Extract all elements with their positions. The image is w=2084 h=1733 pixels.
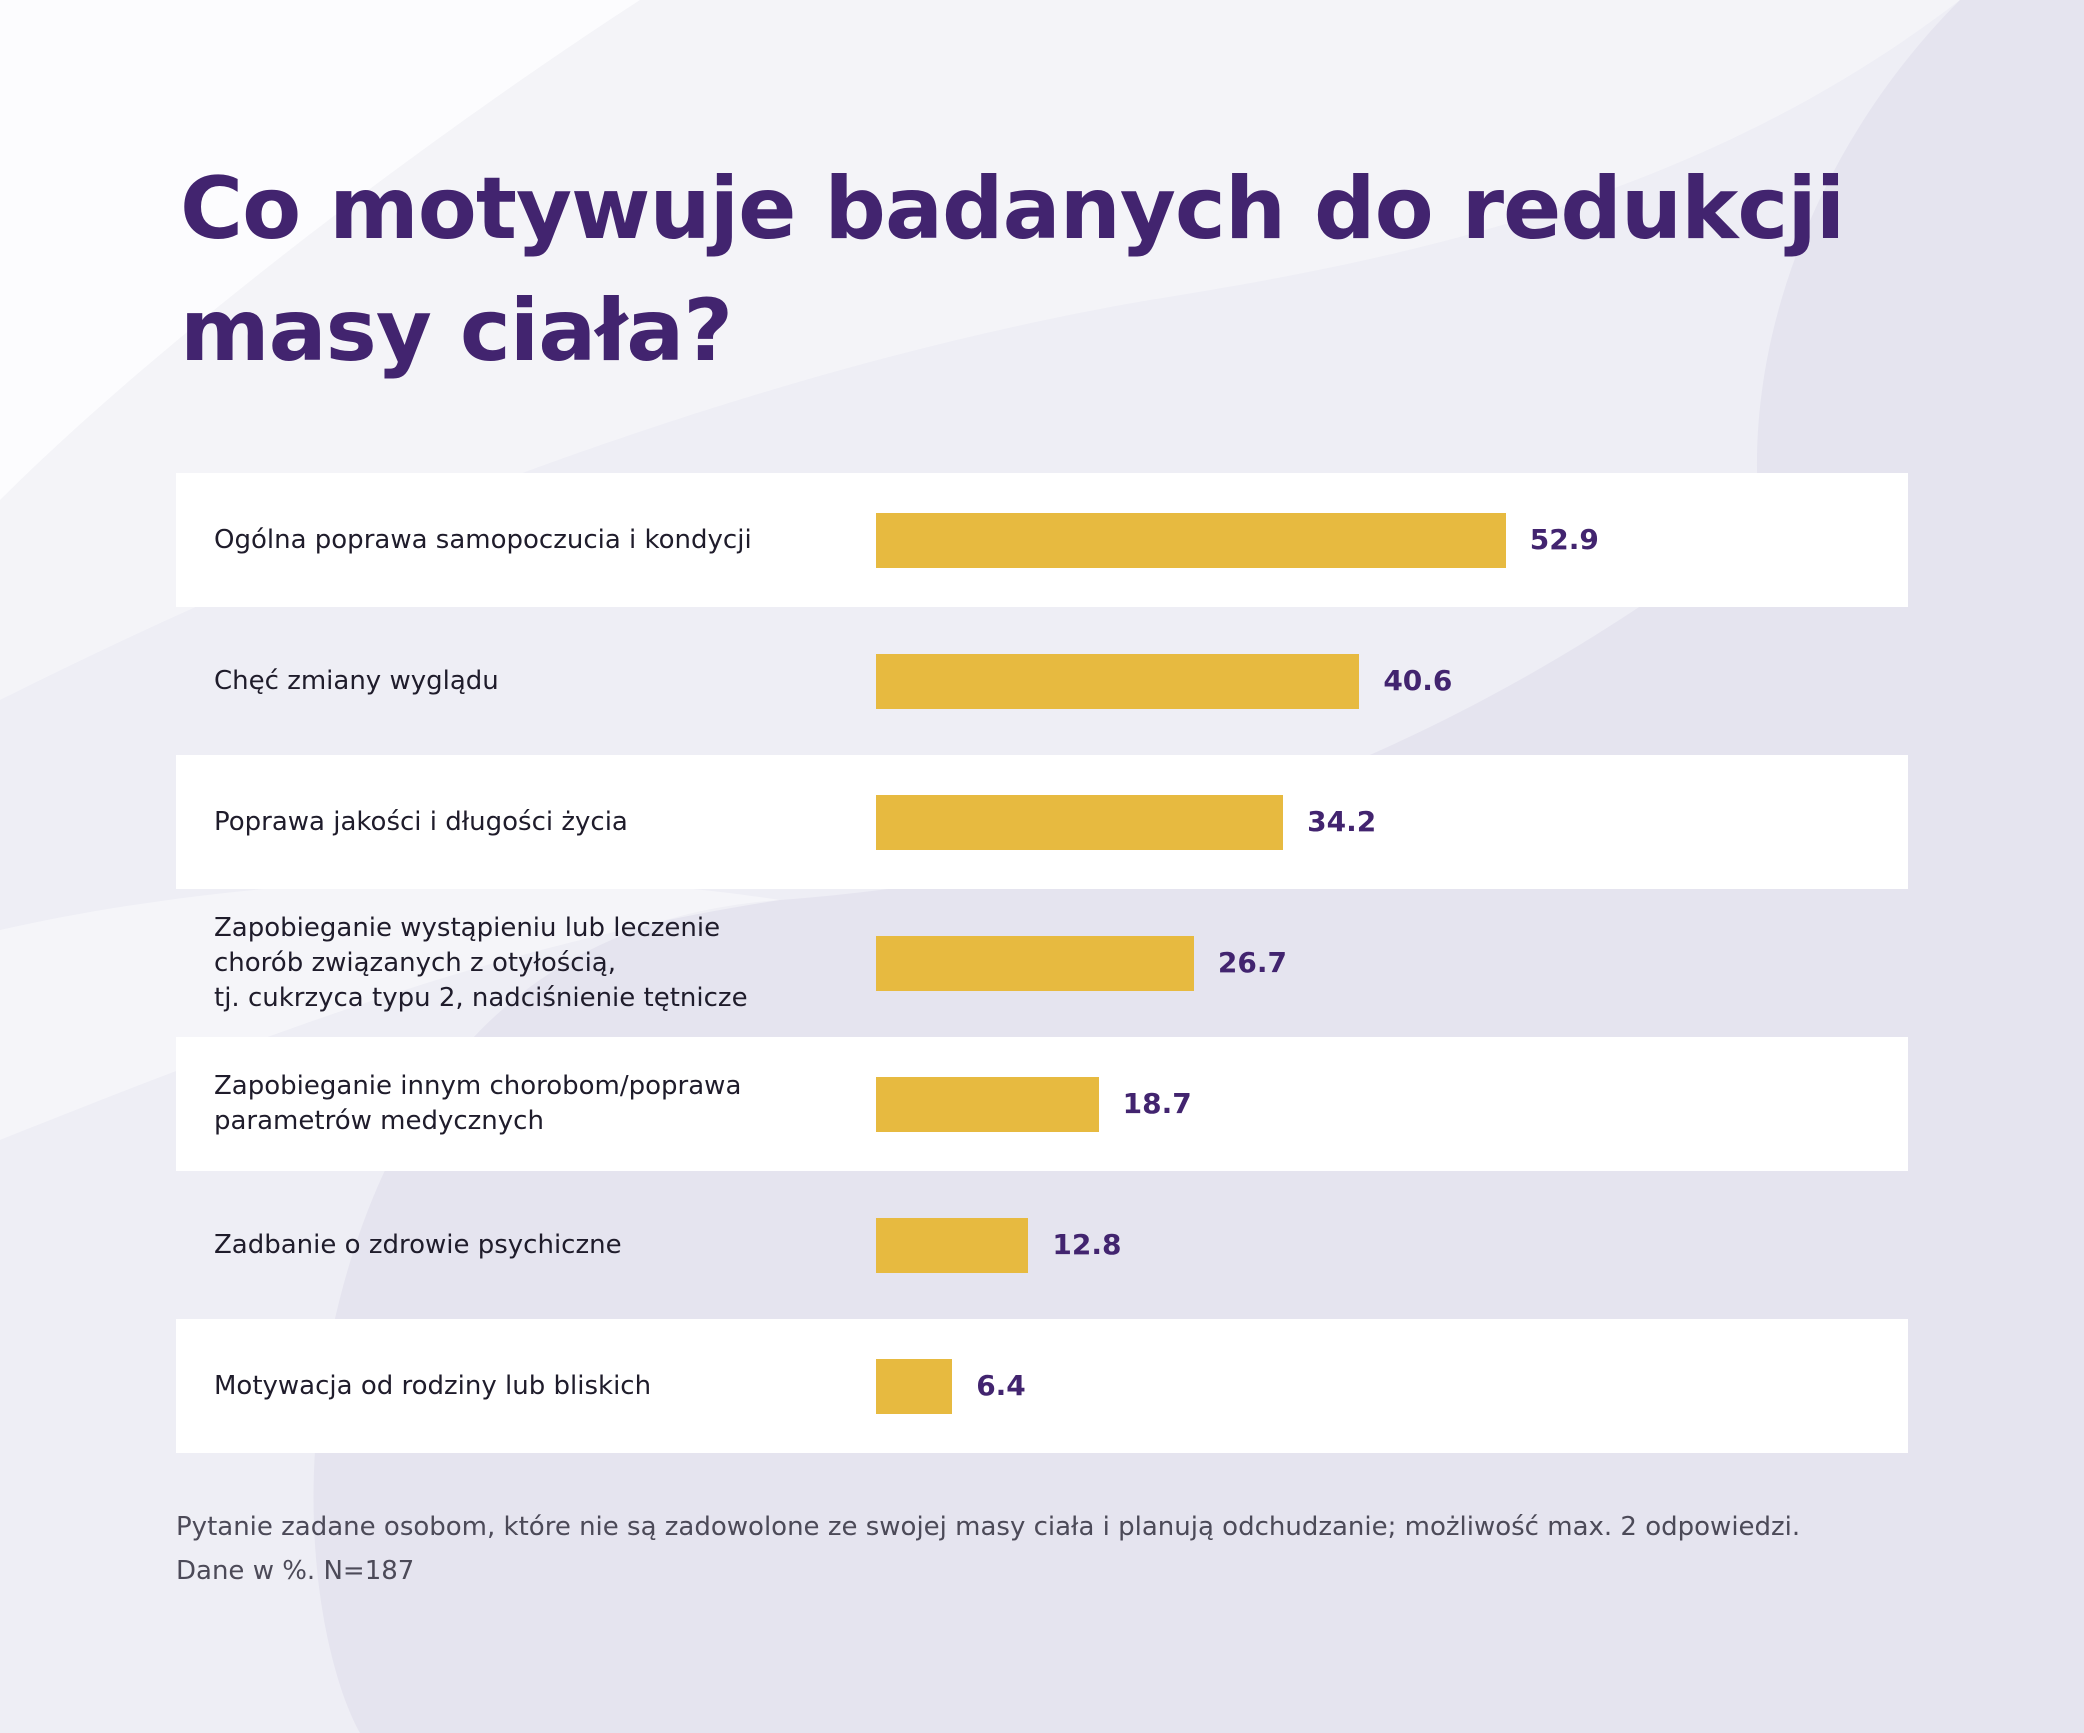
bar bbox=[876, 1218, 1029, 1273]
bar bbox=[876, 936, 1194, 991]
bar-chart: Ogólna poprawa samopoczucia i kondycji 52… bbox=[176, 473, 1908, 1455]
chart-row: Motywacja od rodziny lub bliskich 6.4 bbox=[176, 1319, 1908, 1453]
category-label: Ogólna poprawa samopoczucia i kondycji bbox=[214, 524, 752, 555]
category-label: Motywacja od rodziny lub bliskich bbox=[214, 1370, 652, 1401]
bar bbox=[876, 1359, 953, 1414]
chart-row: Zapobieganie wystąpieniu lub leczenie ch… bbox=[176, 896, 1908, 1030]
category-label: Poprawa jakości i długości życia bbox=[214, 806, 628, 837]
footnote-line-1: Pytanie zadane osobom, które nie są zado… bbox=[176, 1512, 1801, 1542]
bar-value-label: 12.8 bbox=[1052, 1228, 1122, 1261]
bar-value-label: 6.4 bbox=[976, 1369, 1026, 1402]
category-label: Zapobieganie wystąpieniu lub leczenie ch… bbox=[214, 912, 748, 1013]
chart-row: Poprawa jakości i długości życia 34.2 bbox=[176, 755, 1908, 889]
category-label: Zadbanie o zdrowie psychiczne bbox=[214, 1229, 622, 1260]
footnote: Pytanie zadane osobom, które nie są zado… bbox=[176, 1505, 1976, 1593]
page-title: Co motywuje badanych do redukcji masy ci… bbox=[180, 159, 1845, 381]
footnote-line-2: Dane w %. N=187 bbox=[176, 1556, 415, 1586]
bar bbox=[876, 795, 1284, 850]
bar-value-label: 34.2 bbox=[1307, 805, 1377, 838]
chart-row: Zapobieganie innym chorobom/poprawa para… bbox=[176, 1037, 1908, 1171]
bar bbox=[876, 513, 1506, 568]
bar bbox=[876, 1077, 1099, 1132]
bar-value-label: 18.7 bbox=[1122, 1087, 1192, 1120]
bar-value-label: 52.9 bbox=[1529, 523, 1599, 556]
bar bbox=[876, 654, 1360, 709]
bar-value-label: 26.7 bbox=[1217, 946, 1287, 979]
chart-row: Chęć zmiany wyglądu 40.6 bbox=[176, 614, 1908, 748]
category-label: Chęć zmiany wyglądu bbox=[214, 665, 499, 696]
bar-value-label: 40.6 bbox=[1383, 664, 1453, 697]
category-label: Zapobieganie innym chorobom/poprawa para… bbox=[214, 1071, 742, 1136]
chart-row: Ogólna poprawa samopoczucia i kondycji 52… bbox=[176, 473, 1908, 607]
chart-row: Zadbanie o zdrowie psychiczne 12.8 bbox=[176, 1178, 1908, 1312]
